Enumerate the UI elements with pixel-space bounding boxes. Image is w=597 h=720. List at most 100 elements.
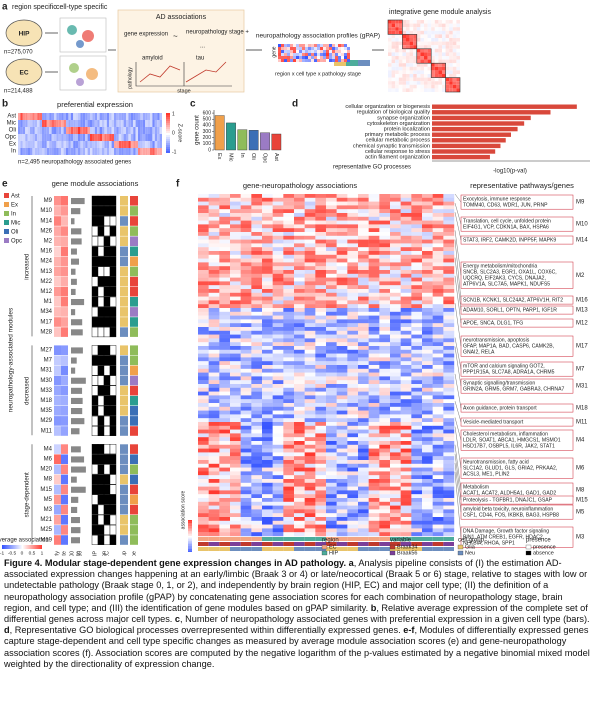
association-cell (304, 285, 316, 290)
association-cell (368, 277, 380, 282)
expression-cell (30, 113, 33, 120)
expression-cell (80, 120, 83, 127)
association-cell (443, 194, 455, 198)
association-cell (443, 437, 455, 442)
association-cell (315, 220, 327, 225)
association-cell (262, 403, 273, 407)
association-cell (230, 387, 241, 392)
association-cell (272, 532, 284, 537)
column-label: size (75, 551, 81, 556)
gpap-cell (293, 56, 296, 59)
association-cell (198, 308, 209, 312)
association-cell (400, 349, 412, 354)
similarity-cell (445, 84, 450, 89)
similarity-cell (413, 63, 417, 67)
early-cell (54, 515, 61, 525)
association-cell (208, 460, 220, 464)
association-cell (432, 368, 444, 373)
association-cell (400, 517, 412, 521)
association-cell (262, 213, 273, 217)
similarity-cell (449, 63, 453, 67)
association-cell (240, 486, 252, 491)
association-cell (368, 482, 380, 487)
expression-cell (75, 148, 78, 155)
similarity-cell (438, 30, 442, 35)
late-cell (61, 406, 68, 416)
association-cell (208, 410, 220, 415)
similarity-cell (388, 20, 392, 24)
association-cell (294, 376, 305, 381)
association-cell (400, 357, 412, 362)
expression-cell (111, 127, 114, 134)
association-cell (347, 475, 359, 480)
label: absence (533, 550, 554, 556)
association-cell (390, 414, 401, 419)
association-cell (432, 441, 444, 445)
association-cell (294, 277, 305, 282)
expression-cell (135, 148, 138, 155)
association-cell (283, 524, 295, 529)
module-box (430, 62, 446, 78)
association-cell (208, 395, 220, 400)
similarity-cell (420, 38, 424, 42)
similarity-cell (395, 38, 399, 42)
association-cell (251, 403, 263, 407)
similarity-cell (416, 34, 421, 38)
gpap-cell (329, 59, 332, 62)
size-bar (71, 367, 76, 374)
gpap-cell (341, 59, 344, 62)
annot-cellgroup (198, 547, 209, 551)
association-cell (219, 524, 231, 529)
similarity-cell (395, 66, 399, 71)
association-cell (219, 403, 231, 407)
association-cell (262, 406, 273, 411)
association-cell (422, 338, 433, 343)
association-cell (240, 520, 252, 525)
association-cell (390, 509, 401, 514)
annot-region (432, 537, 444, 541)
connector (454, 193, 462, 203)
association-cell (432, 479, 444, 483)
association-cell (347, 289, 359, 293)
association-cell (219, 220, 231, 225)
association-cell (283, 300, 295, 305)
cell-type-cell (130, 395, 138, 406)
similarity-cell (434, 45, 439, 49)
pathway-text: Proteolysis - TGFBR1, DNAJC1, GSAP (463, 497, 553, 503)
gpap-cell (332, 59, 335, 62)
association-cell (400, 479, 412, 483)
similarity-cell (413, 23, 417, 28)
association-cell (315, 346, 327, 350)
association-cell (326, 448, 337, 453)
cell-group-cell (120, 256, 128, 267)
zscore-bar (166, 115, 170, 117)
association-cell (315, 520, 327, 525)
association-cell (336, 201, 348, 206)
association-cell (400, 463, 412, 468)
similarity-cell (406, 59, 410, 64)
annot-cellgroup (443, 547, 454, 551)
association-cell (326, 292, 337, 297)
association-cell (219, 323, 231, 328)
score-colorbar (188, 529, 192, 532)
presence-cell (109, 474, 117, 485)
association-cell (304, 403, 316, 407)
similarity-cell (434, 27, 439, 31)
association-cell (379, 509, 391, 514)
association-cell (358, 372, 369, 377)
association-cell (219, 300, 231, 305)
association-cell (432, 380, 444, 385)
association-cell (358, 247, 369, 252)
association-cell (283, 262, 295, 267)
association-cell (443, 482, 455, 487)
association-cell (411, 292, 423, 297)
expression-cell (94, 134, 98, 141)
association-cell (400, 353, 412, 358)
association-cell (443, 247, 455, 252)
column-label: early (54, 551, 60, 556)
association-cell (400, 281, 412, 286)
similarity-cell (406, 20, 410, 24)
association-cell (400, 239, 412, 244)
go-term: chemical synaptic transmission (353, 143, 430, 149)
association-cell (411, 463, 423, 468)
